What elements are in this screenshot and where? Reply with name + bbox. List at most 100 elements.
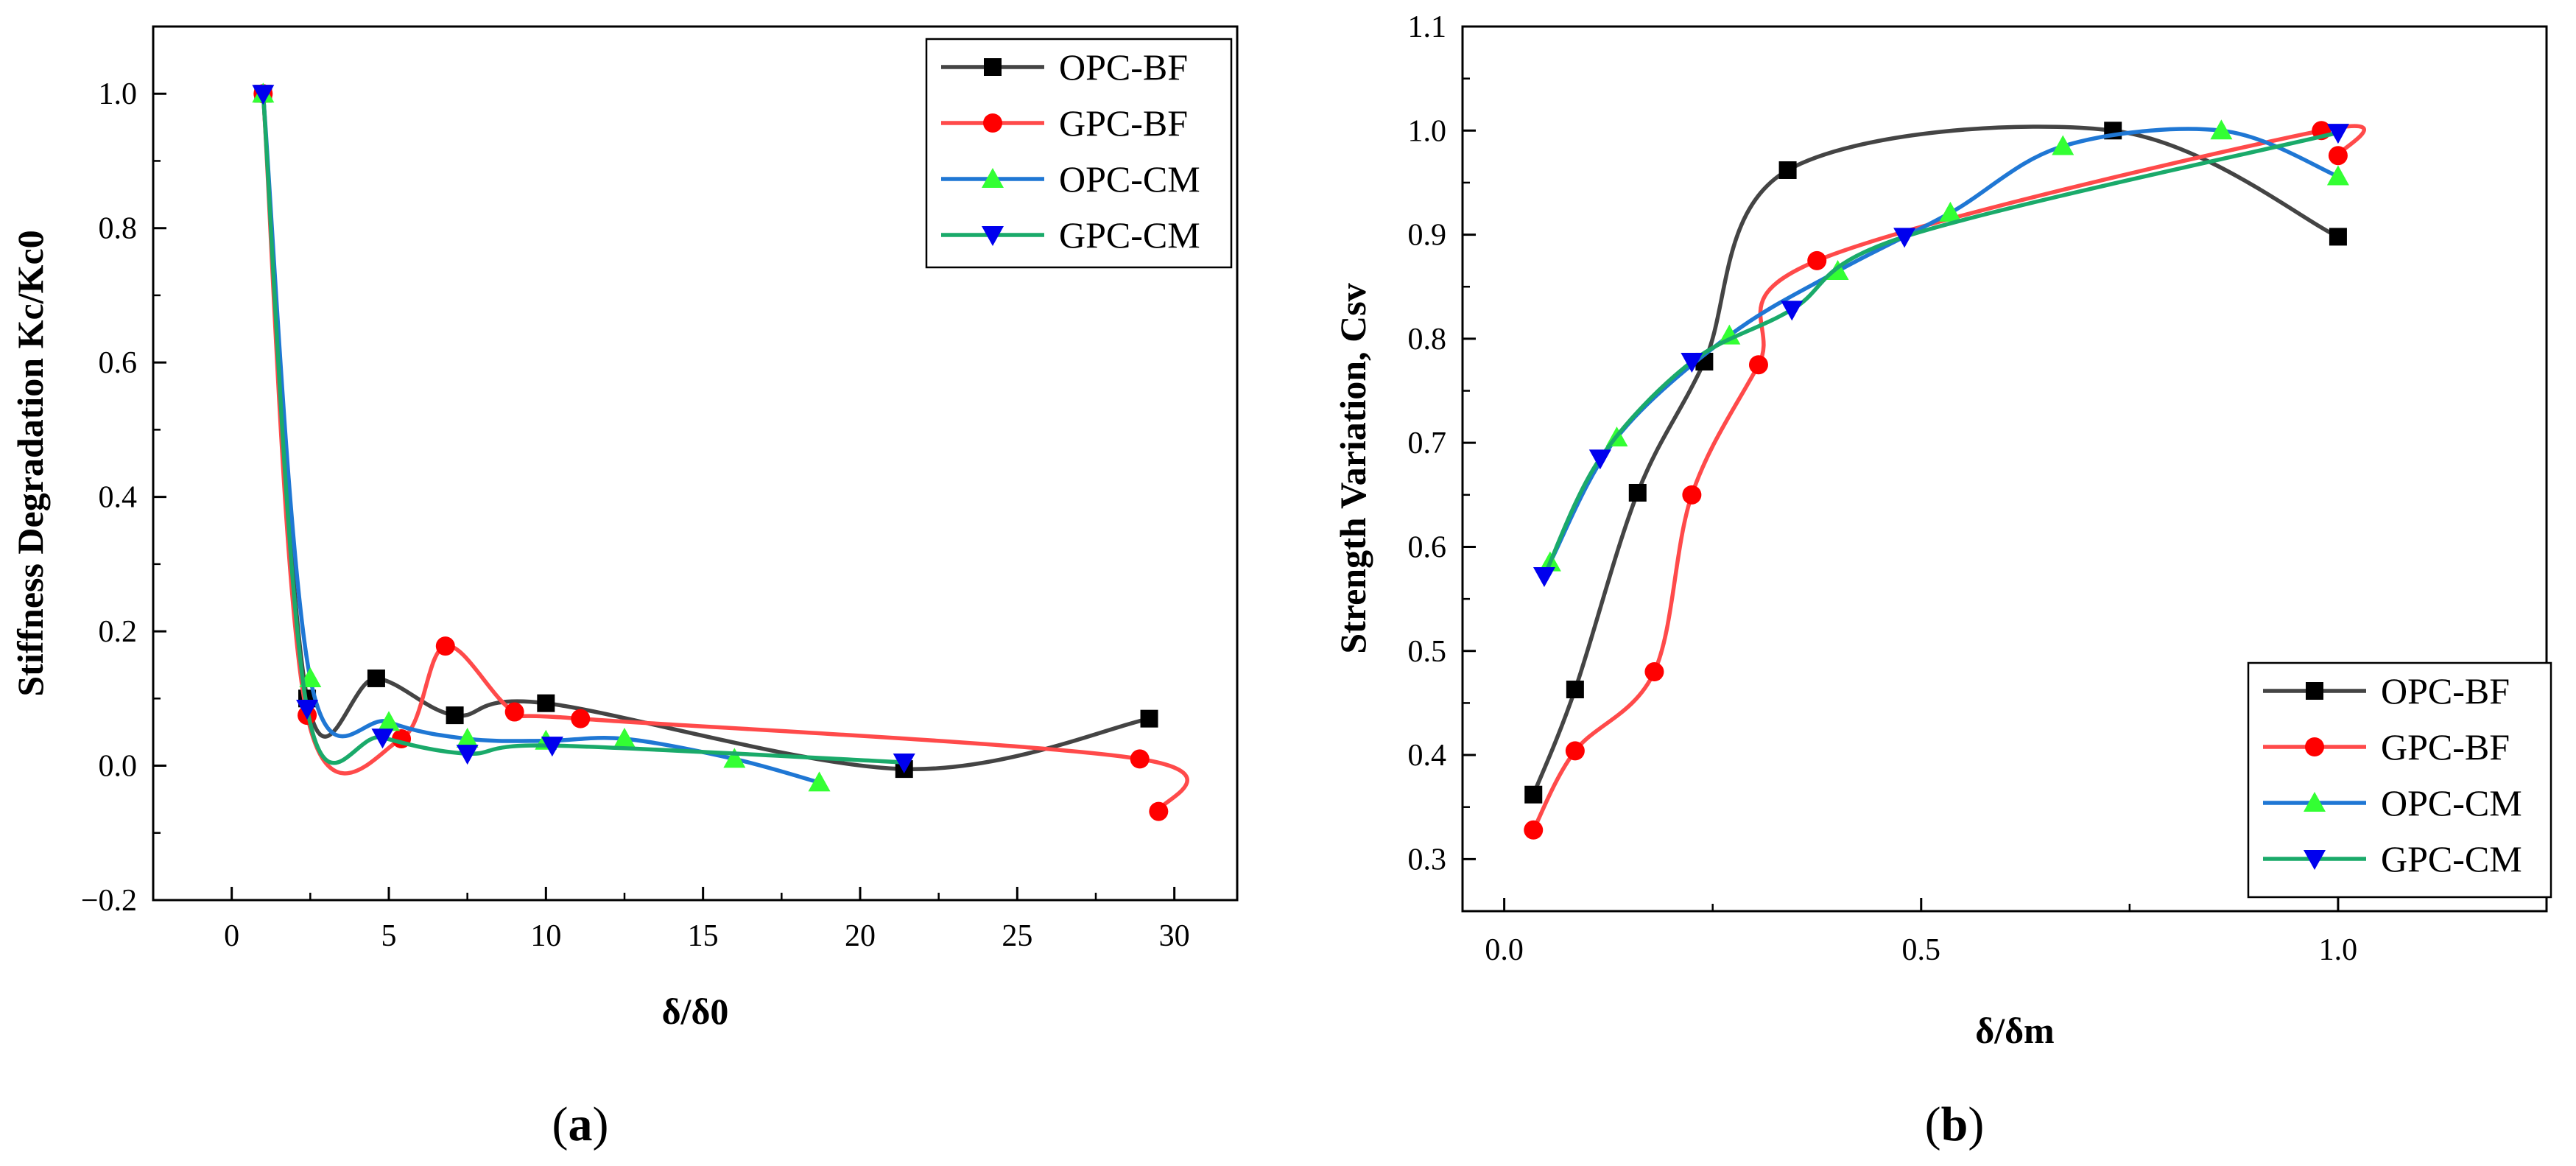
panel-b-y-tick-label: 1.1 (1408, 10, 1447, 44)
panel-b-data-point (1682, 485, 1702, 505)
panel-a-series-line (261, 91, 907, 765)
panel-b-data-point (1778, 161, 1797, 179)
panel-a-data-point (252, 85, 275, 105)
panel-b-y-tick-label: 1.0 (1408, 114, 1447, 148)
panel-b-marks (1524, 119, 2367, 840)
panel-a-x-axis-label: δ/δ0 (662, 991, 729, 1032)
panel-a-legend-swatch-marker (982, 168, 1004, 188)
panel-b-caption: (b) (1925, 1097, 1985, 1151)
panel-a-marks (252, 82, 1189, 821)
panel-b-data-point (1565, 741, 1585, 761)
panel-b-x-tick-label: 0.5 (1902, 933, 1941, 967)
panel-b-series-line (1548, 127, 2340, 565)
panel-b-y-tick-label: 0.4 (1408, 739, 1447, 773)
panel-a-data-point (723, 748, 746, 768)
panel-a-x-tick-label: 5 (381, 919, 397, 953)
panel-b-y-axis-label: Strength Variation, Csv (1332, 283, 1373, 653)
panel-b-series-opc-cm (1538, 119, 2349, 572)
panel-a-x-tick-label: 30 (1159, 919, 1190, 953)
panel-a-frame (152, 25, 1239, 902)
panel-a-legend-box (925, 38, 1233, 269)
panel-a-caption: (a) (552, 1097, 609, 1151)
panel-a-y-tick-label: 1.0 (99, 77, 138, 111)
panel-a-data-point (571, 709, 591, 728)
panel-b-series-gpc-bf (1524, 121, 2367, 840)
panel-b-data-point (1532, 567, 1555, 588)
panel-b-data-point (1566, 681, 1584, 699)
panel-a-y-tick-label: 0.6 (99, 346, 138, 380)
panel-a-legend-swatch-marker (982, 226, 1004, 246)
panel-b-y-tick-label: 0.8 (1408, 323, 1447, 357)
panel-b-x-axis-label: δ/δm (1975, 1010, 2054, 1051)
panel-b-y-tick-label: 0.3 (1408, 843, 1447, 877)
panel-b-data-point (1939, 201, 1962, 222)
panel-b-legend-box (2247, 661, 2552, 899)
panel-b-data-point (2326, 165, 2349, 186)
panel-a-legend-entry: OPC-CM (941, 158, 1200, 200)
panel-a-y-tick-label: 0.2 (99, 615, 138, 649)
panel-a-ticks: 0 5 10 15 20 25 30 −0.2 0.0 0.2 0.4 0.6 0.8 1.0 (81, 77, 1190, 953)
panel-b-data-point (1524, 785, 1543, 804)
panel-a-x-tick-label: 15 (688, 919, 719, 953)
panel-b-series-line (1531, 124, 2367, 832)
panel-b-y-tick-label: 0.9 (1408, 219, 1447, 253)
panel-a-legend-entry: GPC-CM (941, 214, 1200, 256)
panel-b-data-point (1681, 352, 1703, 373)
panel-a-legend-label: GPC-CM (1059, 214, 1200, 256)
panel-a-data-point (296, 699, 319, 720)
panel-a-x-tick-label: 25 (1002, 919, 1032, 953)
panel-b-y-tick-label: 0.6 (1408, 530, 1447, 564)
panel-b-caption-letter: b (1941, 1097, 1968, 1151)
panel-b-legend-label: GPC-BF (2381, 726, 2510, 768)
panel-b: 0.0 0.5 1.0 0.3 0.4 0.5 0.6 0.7 0.8 0.9 1.0 1.1 δ/δ… (1332, 10, 2552, 1151)
panel-b-ticks: 0.0 0.5 1.0 0.3 0.4 0.5 0.6 0.7 0.8 0.9 1.0 1.1 (1408, 10, 2358, 967)
panel-b-data-point (1644, 662, 1664, 682)
panel-b-legend: OPC-BF GPC-BF OPC-CM GPC-CM (2247, 661, 2552, 899)
panel-b-legend-swatch-marker (2304, 792, 2326, 812)
panel-b-data-point (1807, 250, 1827, 270)
panel-a-x-tick-label: 0 (224, 919, 239, 953)
panel-b-legend-swatch-marker (2306, 682, 2323, 700)
panel-b-legend-swatch-marker (2304, 850, 2326, 870)
panel-a-legend-swatch-marker (983, 113, 1002, 133)
panel-a-y-tick-label: 0.0 (99, 750, 138, 784)
panel-a-data-point (1140, 709, 1158, 728)
panel-a-data-point (537, 694, 555, 712)
panel-b-y-tick-label: 0.7 (1408, 426, 1447, 460)
panel-a-data-point (893, 753, 915, 773)
panel-a-data-point (504, 702, 524, 722)
panel-a-legend-label: GPC-BF (1059, 102, 1188, 144)
panel-b-data-point (1748, 355, 1768, 375)
panel-a-data-point (1130, 749, 1150, 769)
panel-a-x-tick-label: 20 (845, 919, 876, 953)
panel-b-series-gpc-cm (1532, 124, 2349, 588)
panel-a-legend-swatch-marker (984, 58, 1002, 76)
panel-a-data-point (808, 771, 831, 792)
panel-a-legend-label: OPC-CM (1059, 158, 1200, 200)
panel-a-series-opc-cm (252, 82, 831, 792)
panel-a-legend: OPC-BF GPC-BF OPC-CM GPC-CM (925, 38, 1233, 269)
panel-b-data-point (2329, 228, 2347, 246)
panel-b-data-point (1524, 820, 1544, 840)
panel-a-legend-entry: GPC-BF (941, 102, 1188, 144)
panel-a-data-point (1149, 801, 1169, 821)
panel-a-caption-letter: a (569, 1097, 593, 1151)
panel-b-data-point (1628, 483, 1647, 502)
panel-a-data-point (456, 745, 479, 765)
panel-a-y-axis-label: Stiffness Degradation Kc/Kc0 (10, 230, 51, 696)
panel-a: 0 5 10 15 20 25 30−0.20.00.20.40.60.81.0 δ/δ0 … (10, 25, 1239, 1151)
panel-a-y-tick-label: 0.8 (99, 212, 138, 246)
panel-b-legend-label: OPC-CM (2381, 782, 2522, 823)
panel-b-data-point (1718, 324, 1741, 345)
panel-a-legend-label: OPC-BF (1059, 46, 1188, 88)
panel-b-x-tick-label: 0.0 (1485, 933, 1524, 967)
panel-a-data-point (435, 636, 455, 656)
panel-a-data-point (378, 711, 400, 731)
panel-a-data-point (456, 728, 479, 748)
panel-b-data-point (2328, 146, 2348, 166)
panel-b-data-point (2210, 119, 2233, 140)
panel-a-data-point (541, 737, 563, 757)
panel-b-y-tick-label: 0.5 (1408, 635, 1447, 669)
